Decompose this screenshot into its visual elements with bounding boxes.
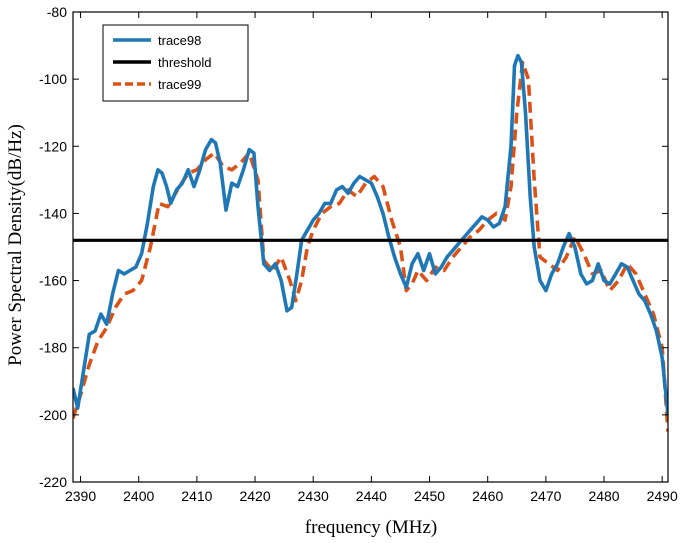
y-tick-label: -140 (39, 205, 67, 221)
y-tick-label: -100 (39, 71, 67, 87)
y-tick-label: -220 (39, 474, 67, 490)
y-tick-label: -80 (47, 4, 67, 20)
y-tick-label: -120 (39, 138, 67, 154)
y-tick-label: -200 (39, 407, 67, 423)
x-tick-label: 2400 (123, 488, 154, 504)
x-axis-label: frequency (MHz) (305, 517, 437, 538)
x-tick-label: 2410 (181, 488, 212, 504)
y-axis-label: Power Spectral Density(dB/Hz) (5, 124, 26, 366)
x-tick-label: 2430 (298, 488, 329, 504)
series-line-trace99 (73, 60, 668, 432)
axes-box (72, 11, 669, 483)
x-tick-label: 2440 (356, 488, 387, 504)
series-line-trace98 (73, 53, 668, 416)
x-tick-label: 2470 (530, 488, 561, 504)
legend-label-trace99: trace99 (158, 77, 201, 92)
x-tick-label: 2460 (472, 488, 503, 504)
plot-area (73, 53, 668, 432)
axes: 2390 2400 2410 2420 2430 2440 2450 2460 2470 2480… (39, 4, 678, 504)
x-tick-label: 2390 (65, 488, 96, 504)
x-tick-label: 2490 (647, 488, 678, 504)
legend-label-trace98: trace98 (158, 33, 201, 48)
y-tick-label: -180 (39, 340, 67, 356)
x-tick-label: 2480 (588, 488, 619, 504)
x-tick-label: 2450 (414, 488, 445, 504)
x-tick-label: 2420 (239, 488, 270, 504)
y-tick-label: -160 (39, 273, 67, 289)
legend: trace98 threshold trace99 (102, 24, 249, 102)
legend-label-threshold: threshold (158, 55, 211, 70)
